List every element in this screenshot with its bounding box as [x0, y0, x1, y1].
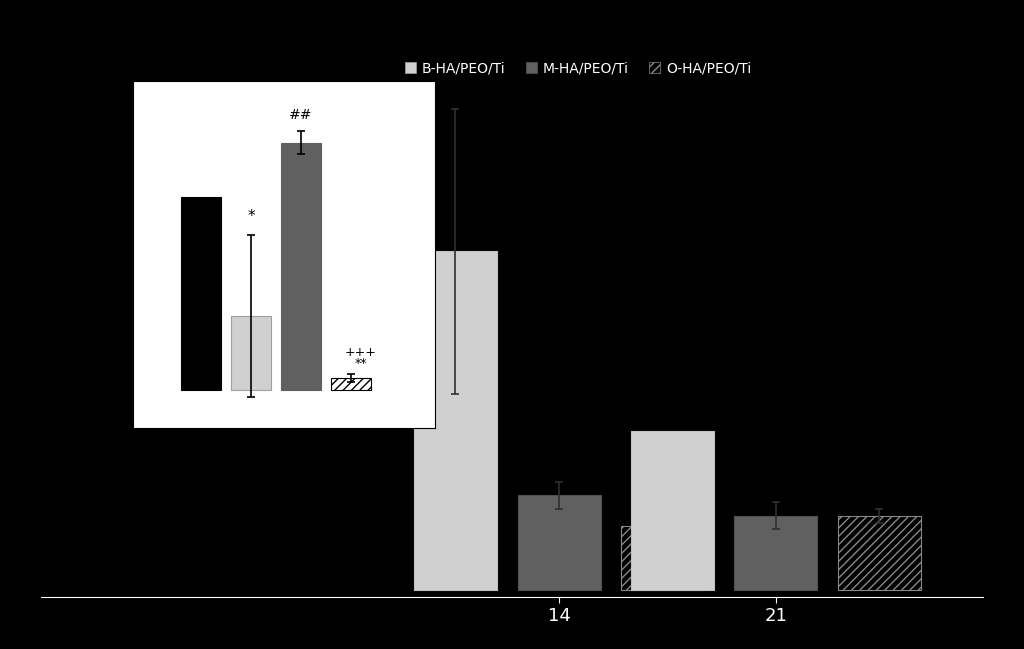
Bar — [734, 516, 817, 591]
Bar — [838, 516, 921, 591]
Bar — [181, 197, 221, 390]
Legend: B-HA/PEO/Ti, M-HA/PEO/Ti, O-HA/PEO/Ti: B-HA/PEO/Ti, M-HA/PEO/Ti, O-HA/PEO/Ti — [399, 56, 757, 81]
Text: ##: ## — [289, 108, 312, 121]
Bar — [518, 495, 600, 591]
Bar — [331, 378, 371, 390]
Bar — [414, 251, 497, 591]
Bar — [282, 143, 321, 390]
Bar — [231, 317, 271, 390]
Bar — [631, 431, 714, 591]
Text: *: * — [248, 209, 255, 224]
Bar — [622, 526, 705, 591]
Text: **: ** — [354, 358, 368, 371]
Text: +++: +++ — [345, 346, 377, 359]
